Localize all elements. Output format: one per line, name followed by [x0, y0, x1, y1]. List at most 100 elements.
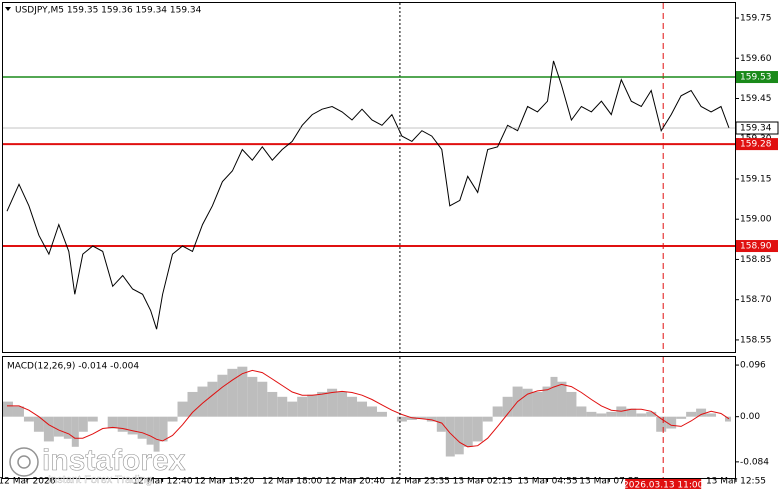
x-tick-label: 12 Mar 18:00	[262, 477, 322, 487]
y-tick-label: 159.45	[740, 94, 772, 104]
macd-bar	[117, 416, 128, 432]
macd-bar	[287, 401, 298, 417]
x-tick-label: 12 Mar 23:35	[390, 477, 450, 487]
macd-y-tick-label: 0.096	[740, 361, 766, 371]
macd-bar	[416, 416, 427, 419]
macd-bar	[177, 401, 188, 417]
x-tick-label: 13 Mar 04:55	[517, 477, 577, 487]
macd-bar	[445, 416, 455, 457]
macd-bar	[725, 416, 732, 422]
y-tick-label: 159.00	[740, 215, 772, 225]
macd-bar	[297, 396, 308, 417]
macd-y-tick-label: -0.084	[740, 457, 769, 467]
macd-bar	[532, 391, 543, 417]
macd-bar	[454, 416, 464, 455]
level-label-box	[736, 138, 778, 151]
macd-bar	[426, 416, 437, 422]
macd-bar	[542, 386, 551, 417]
macd-bar	[463, 416, 473, 447]
macd-bar	[63, 416, 72, 439]
macd-bar	[107, 416, 118, 429]
y-tick-label: 158.55	[740, 335, 772, 345]
macd-bar	[197, 386, 208, 417]
macd-bar	[646, 411, 657, 417]
macd-bar	[586, 411, 597, 417]
macd-bar	[137, 416, 147, 439]
current-price-box	[735, 121, 779, 135]
macd-bar	[227, 368, 238, 417]
macd-bar	[159, 416, 168, 442]
macd-bar	[167, 416, 178, 422]
macd-bar	[406, 416, 417, 420]
x-tick-label: 12 Mar 15:20	[194, 477, 254, 487]
level-label: 159.53	[740, 73, 772, 83]
x-tick-label: 13 Mar 02:15	[453, 477, 513, 487]
macd-bar	[376, 411, 387, 417]
macd-bar	[367, 406, 377, 417]
macd-bar	[237, 366, 248, 417]
macd-bar	[706, 413, 717, 417]
macd-bar	[347, 396, 358, 417]
macd-bar	[23, 416, 34, 422]
watermark: instaforex Instant Forex Trading	[9, 444, 186, 486]
watermark-tagline: Instant Forex Trading	[48, 474, 152, 486]
x-tick-label: 13 Mar 07:35	[579, 477, 639, 487]
current-price-label: 159.34	[740, 124, 772, 134]
macd-bar	[502, 396, 513, 417]
macd-bar	[327, 388, 338, 417]
time-label-box	[625, 479, 702, 489]
price-line	[6, 60, 730, 330]
chart-title: USDJPY,M5 159.35 159.36 159.34 159.34	[15, 6, 202, 16]
menu-triangle	[5, 7, 11, 11]
macd-bar	[472, 416, 483, 442]
macd-bar	[606, 411, 617, 417]
macd-bar	[33, 416, 44, 432]
macd-bar	[337, 391, 348, 417]
macd-bar	[277, 396, 288, 417]
macd-bar	[153, 416, 160, 452]
macd-y-tick-label: 0.00	[740, 412, 760, 422]
macd-bar	[87, 416, 98, 422]
plot-layer: 159.75159.60159.45159.30159.15159.00158.…	[0, 3, 779, 489]
macd-bar	[3, 401, 13, 417]
x-tick-label: 12 Mar 20:40	[325, 477, 385, 487]
watermark-logo	[17, 455, 31, 469]
macd-bar	[596, 413, 607, 417]
macd-bar	[696, 408, 707, 417]
macd-bar	[187, 391, 198, 417]
watermark-brand: instaforex	[42, 444, 186, 477]
macd-bar	[71, 416, 79, 447]
y-tick-label: 158.85	[740, 255, 772, 265]
macd-bar	[207, 381, 218, 417]
macd-bar	[307, 394, 318, 417]
macd-bar	[636, 413, 647, 417]
macd-bar	[522, 388, 533, 417]
x-tick-label: 12 Mar 12:40	[133, 477, 193, 487]
macd-bar	[576, 406, 587, 417]
macd-bar	[247, 376, 258, 417]
macd-bar	[267, 391, 278, 417]
macd-bar	[566, 391, 577, 417]
time-label: 2026.03.13 11:00	[623, 481, 704, 489]
macd-bar	[666, 416, 677, 429]
level-label: 159.28	[740, 140, 772, 150]
macd-bar	[12, 406, 24, 417]
x-tick-label: 13 Mar 12:55	[706, 477, 766, 487]
macd-bar	[357, 401, 368, 417]
macd-panel	[2, 356, 736, 479]
y-tick-label: 159.75	[740, 14, 772, 24]
macd-bar	[127, 416, 138, 435]
x-tick-label: 12 Mar 2026	[0, 477, 56, 487]
macd-signal	[7, 369, 730, 448]
macd-bar	[317, 391, 328, 417]
y-tick-label: 159.15	[740, 174, 772, 184]
macd-bar	[550, 376, 558, 417]
macd-title: MACD(12,26,9) -0.014 -0.004	[7, 362, 139, 372]
macd-bar	[217, 374, 228, 417]
level-label-box	[736, 240, 778, 253]
macd-bar	[436, 416, 446, 432]
macd-bar	[557, 381, 567, 417]
macd-bar	[146, 416, 154, 445]
